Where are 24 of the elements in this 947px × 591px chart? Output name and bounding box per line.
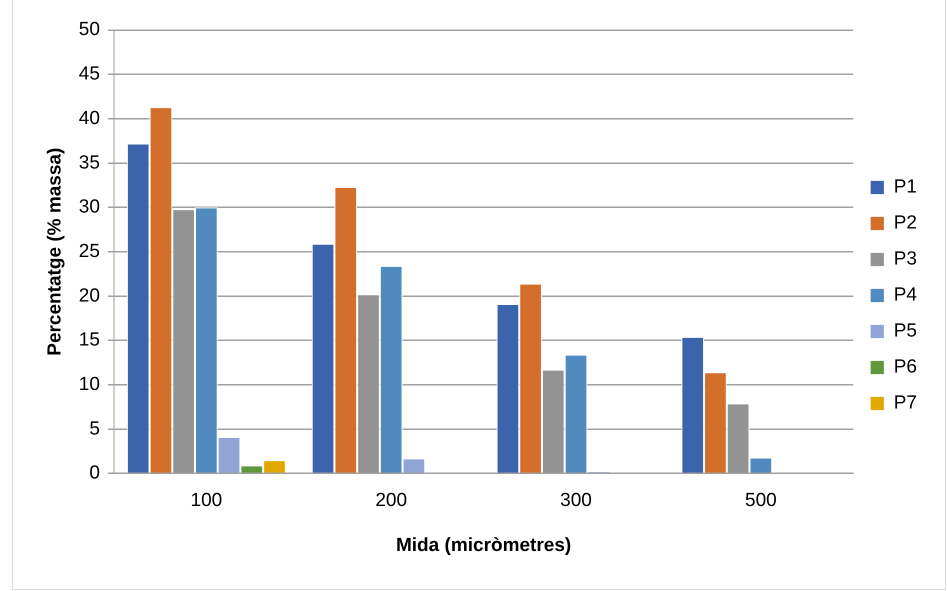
legend-label: P1 [894, 176, 918, 198]
x-tick-label: 200 [375, 490, 408, 512]
y-tick-label: 30 [78, 196, 100, 218]
y-tick-label: 40 [78, 108, 100, 129]
legend-label: P7 [894, 392, 918, 414]
y-tick-label: 10 [78, 374, 100, 395]
y-tick-label: 20 [78, 285, 100, 306]
legend-label: P4 [894, 284, 918, 306]
y-tick-label: 35 [78, 152, 100, 174]
x-tick-label: 100 [190, 490, 222, 512]
y-tick-label: 25 [78, 240, 100, 262]
legend-label: P3 [894, 248, 918, 270]
legend-label: P2 [894, 212, 918, 234]
legend-label: P6 [894, 356, 918, 378]
x-axis-title: Mida (micròmetres) [396, 534, 572, 556]
y-tick-label: 5 [89, 418, 100, 440]
x-tick-label: 300 [560, 490, 592, 512]
y-tick-label: 50 [78, 19, 100, 40]
y-tick-label: 15 [78, 330, 100, 351]
y-axis-title: Percentatge (% massa) [44, 148, 66, 356]
y-tick-label: 0 [89, 462, 100, 484]
y-tick-label: 45 [78, 64, 100, 85]
legend-label: P5 [894, 320, 918, 342]
x-tick-label: 500 [744, 490, 777, 512]
